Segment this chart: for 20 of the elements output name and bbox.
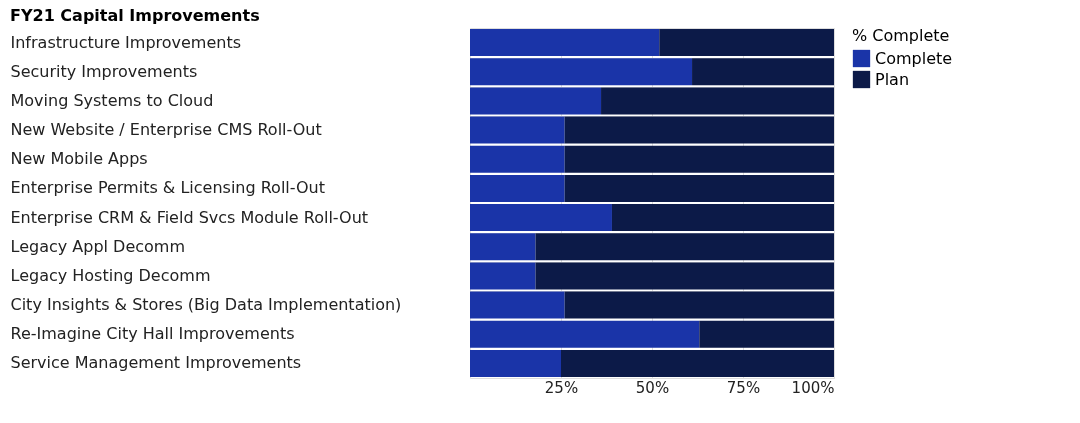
y-tick-label: Infrastructure Improvements	[10, 32, 242, 52]
y-tick-label: Legacy Hosting Decomm	[10, 265, 211, 285]
x-tick-label: 100%	[791, 378, 835, 397]
y-tick-label: Legacy Appl Decomm	[10, 236, 185, 256]
legend-label: Complete	[875, 48, 953, 68]
y-tick-label: New Mobile Apps	[10, 149, 148, 169]
x-tick-label: 50%	[635, 378, 670, 397]
y-tick-label: City Insights & Stores (Big Data Implementation)	[10, 295, 402, 315]
y-tick-label: Security Improvements	[10, 61, 198, 81]
x-tick-label: 75%	[726, 378, 761, 397]
y-tick-label: New Website / Enterprise CMS Roll-Out	[10, 120, 322, 140]
y-tick-label: Enterprise Permits & Licensing Roll-Out	[10, 178, 326, 198]
legend-label: Plan	[875, 69, 910, 89]
x-tick-label: 25%	[544, 378, 579, 397]
legend-title: % Complete	[852, 26, 950, 45]
y-tick-label: Re-Imagine City Hall Improvements	[10, 324, 295, 344]
y-tick-label: Service Management Improvements	[10, 353, 302, 373]
y-tick-label: Moving Systems to Cloud	[10, 90, 214, 110]
y-tick-label: Enterprise CRM & Field Svcs Module Roll-Out	[10, 207, 369, 227]
text: FY21 Capital Improvements	[10, 6, 260, 25]
